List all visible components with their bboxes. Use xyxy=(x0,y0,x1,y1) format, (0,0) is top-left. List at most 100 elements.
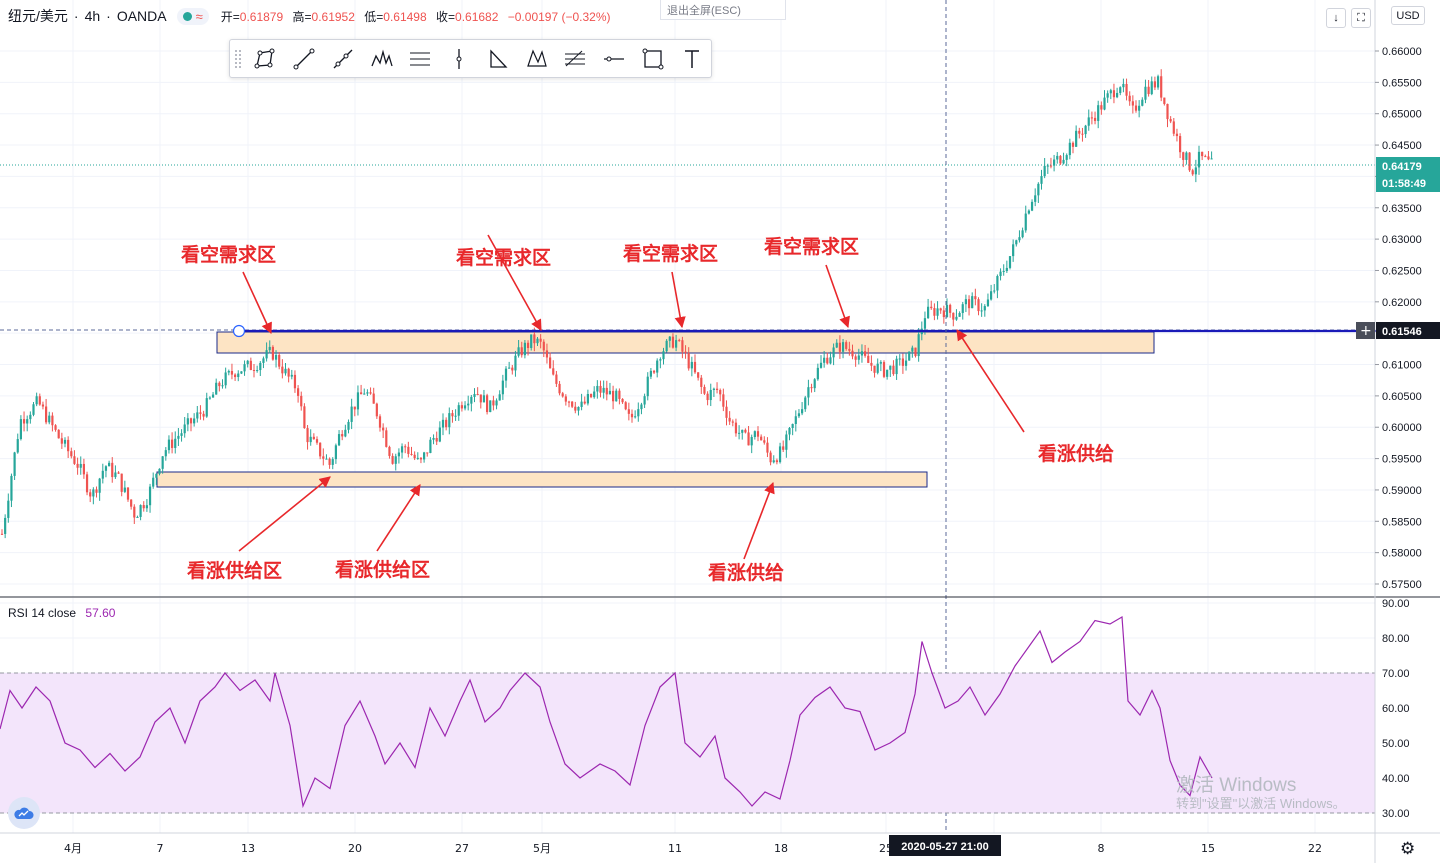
fib-tool[interactable] xyxy=(556,42,595,75)
time-axis-label: 27 xyxy=(455,842,469,855)
polyline-tool[interactable] xyxy=(246,42,285,75)
candle-body xyxy=(649,370,652,377)
exit-fullscreen-button[interactable]: 退出全屏(ESC) xyxy=(660,0,786,20)
candle-body xyxy=(171,439,174,448)
candle-body xyxy=(659,359,662,361)
candle-body xyxy=(876,363,879,373)
candle-body xyxy=(536,338,539,344)
tradingview-logo[interactable] xyxy=(8,797,40,829)
candle-body xyxy=(435,437,438,442)
candle-body xyxy=(218,382,221,387)
currency-selector[interactable]: USD xyxy=(1391,6,1425,25)
candle-body xyxy=(615,390,618,402)
candle-body xyxy=(804,397,807,410)
candle-body xyxy=(1204,156,1207,158)
text-icon xyxy=(684,49,699,68)
candle-body xyxy=(95,489,98,493)
fullscreen-button[interactable]: ⛶ xyxy=(1351,8,1371,28)
candle-body xyxy=(637,409,640,417)
time-axis-label: 4月 xyxy=(64,842,82,855)
fib-icon xyxy=(565,50,586,66)
candle-body xyxy=(1008,256,1012,268)
triangle-tool[interactable] xyxy=(478,42,517,75)
candle-body xyxy=(990,291,993,300)
candle-body xyxy=(287,368,290,377)
candle-body xyxy=(841,342,845,352)
annotation-label: 看空需求区 xyxy=(180,243,276,266)
horizontal-ray-tool[interactable] xyxy=(595,42,634,75)
candle-body xyxy=(747,432,750,446)
candle-body xyxy=(879,362,882,364)
candle-body xyxy=(208,397,211,399)
time-axis-label: 18 xyxy=(774,842,788,855)
candle-body xyxy=(10,475,13,501)
candle-body xyxy=(797,413,801,417)
trend-line-tool[interactable] xyxy=(285,42,324,75)
low-value: 0.61498 xyxy=(383,9,427,24)
candle-body xyxy=(423,452,426,460)
candle-body xyxy=(186,418,189,425)
market-status-badge[interactable]: ≈ xyxy=(176,7,209,25)
annotation-label: 看空需求区 xyxy=(763,235,859,258)
rectangle-tool[interactable] xyxy=(633,42,672,75)
interval-label[interactable]: 4h xyxy=(84,8,101,24)
candle-body xyxy=(41,404,45,407)
scroll-down-button[interactable]: ↓ xyxy=(1326,8,1346,28)
candle-body xyxy=(700,377,703,387)
candle-body xyxy=(1185,152,1188,160)
candle-body xyxy=(1049,165,1053,167)
xabcd-tool[interactable] xyxy=(517,42,556,75)
candle-body xyxy=(139,505,142,517)
candle-body xyxy=(79,463,82,468)
candle-body xyxy=(980,310,983,312)
close-value: 0.61682 xyxy=(455,9,499,24)
candle-body xyxy=(555,374,558,384)
candle-body xyxy=(898,358,901,360)
candle-body xyxy=(1012,244,1015,257)
candle-body xyxy=(860,351,864,356)
candle-body xyxy=(526,342,530,348)
candle-body xyxy=(60,438,63,444)
candle-body xyxy=(687,353,690,369)
candle-body xyxy=(741,429,744,433)
candle-body xyxy=(174,438,177,448)
candle-body xyxy=(133,506,136,518)
ray-anchor-handle xyxy=(232,324,246,338)
candle-body xyxy=(1156,76,1160,88)
ohlc-values: 开=0.61879 高=0.61952 低=0.61498 收=0.61682 … xyxy=(220,9,611,24)
candle-body xyxy=(996,276,999,291)
rsi-legend[interactable]: RSI 14 close 57.60 xyxy=(8,606,115,620)
ray-tool[interactable] xyxy=(323,42,362,75)
drag-handle[interactable] xyxy=(234,48,242,69)
text-tool[interactable] xyxy=(672,42,711,75)
pattern-tool[interactable] xyxy=(362,42,401,75)
symbol-name[interactable]: 纽元/美元 xyxy=(8,8,68,24)
candle-body xyxy=(665,340,668,352)
time-axis-label: 22 xyxy=(1308,842,1322,855)
candle-body xyxy=(857,355,860,360)
candle-body xyxy=(1125,83,1128,96)
line-price-label: 0.61546 xyxy=(1382,326,1422,338)
candle-body xyxy=(1138,105,1141,111)
settings-gear-icon[interactable]: ⚙ xyxy=(1400,839,1416,858)
rectangle-icon xyxy=(642,48,664,69)
candle-body xyxy=(202,413,205,417)
candle-body xyxy=(545,350,549,358)
candle-body xyxy=(511,367,514,371)
candles-layer xyxy=(0,69,1213,539)
vertical-line-tool[interactable] xyxy=(440,42,479,75)
candle-body xyxy=(92,489,95,497)
candle-body xyxy=(719,389,722,395)
candle-body xyxy=(643,396,646,405)
line-price-tag xyxy=(1376,322,1440,339)
parallel-channel-tool[interactable] xyxy=(401,42,440,75)
annotation-arrow xyxy=(956,329,1025,433)
candle-body xyxy=(715,388,719,390)
candle-body xyxy=(851,350,854,357)
candle-body xyxy=(1134,105,1138,111)
time-axis-label: 5月 xyxy=(533,842,551,855)
candle-body xyxy=(193,418,196,424)
candle-body xyxy=(1056,155,1059,160)
countdown-label: 01:58:49 xyxy=(1382,178,1426,190)
